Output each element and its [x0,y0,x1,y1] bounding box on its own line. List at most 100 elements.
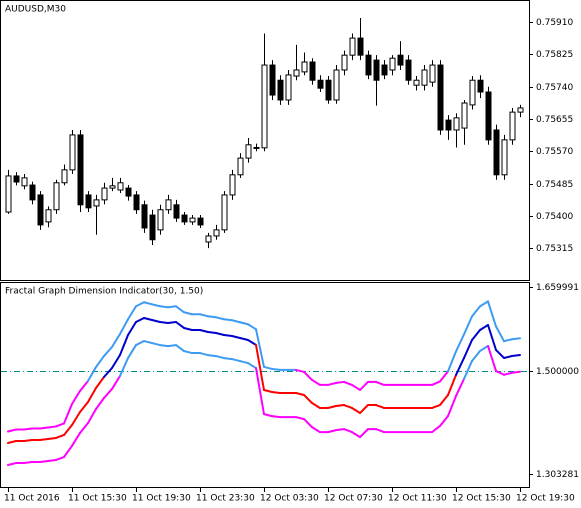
candle-body [429,64,436,83]
y-tick-label: 0.75825 [536,50,573,60]
candle-body [101,187,108,201]
indicator-segment [71,410,81,426]
indicator-segment [183,350,193,355]
indicator-segment [447,374,457,396]
candle-body [165,199,172,211]
y-tick-label: 0.75485 [536,180,573,190]
indicator-segment [55,422,65,428]
indicator-segment [63,423,73,436]
indicator-segment [255,328,265,368]
indicator-segment [95,376,105,390]
indicator-segment [175,344,185,353]
candle-body [149,214,156,241]
indicator-segment [247,338,257,346]
indicator-segment [23,461,33,465]
indicator-segment [455,333,465,353]
indicator-segment [175,305,185,314]
indicator-segment [127,305,137,321]
indicator-segment [495,349,505,359]
indicator-segment [487,323,497,352]
y-tick-label: 0.75570 [536,147,573,157]
candle-body [45,209,52,223]
indicator-segment [495,369,505,376]
indicator-segment [111,353,121,369]
candle-body [333,69,340,101]
indicator-segment [351,406,361,415]
indicator-segment [359,428,369,439]
candle-body [301,61,308,73]
candle-body [413,79,420,86]
indicator-segment [511,337,521,341]
x-tick-label: 12 Oct 03:30 [260,494,319,504]
indicator-segment [151,342,161,347]
candle-body [269,64,276,96]
candle-body [357,37,364,56]
candle-body [133,194,140,211]
indicator-segment [103,387,113,399]
indicator-segment [351,383,361,391]
candle-body [117,182,124,191]
indicator-segment [335,404,345,407]
candle-body [53,182,60,211]
indicator-segment [239,321,249,326]
indicator-segment [103,366,113,379]
indicator-segment [207,354,217,358]
candle-body [205,235,212,243]
indicator-segment [303,418,313,429]
indicator-segment [151,303,161,308]
candle-body [405,59,412,81]
candle-body [261,64,268,149]
indicator-segment [87,387,97,404]
indicator-segment [311,402,321,409]
indicator-segment [143,340,153,345]
candle-body [461,102,468,129]
candle-body [469,79,476,106]
indicator-segment [263,389,273,393]
candle-body [213,229,220,237]
candle-body [349,37,356,56]
candle-body [493,129,500,176]
candle-body [373,59,380,81]
indicator-segment [135,316,145,324]
candle-body [13,175,20,183]
indicator-segment [359,404,369,415]
x-tick-label: 11 Oct 2016 [4,494,60,504]
indicator-segment [111,374,121,390]
indicator-segment [439,414,449,427]
indicator-segment [431,424,441,434]
indicator-segment [23,427,33,431]
indicator-segment [199,313,209,318]
y-tick-label: 0.75315 [536,244,573,254]
indicator-segment [511,353,521,357]
indicator-segment [351,431,361,439]
indicator-segment [87,366,97,383]
indicator-segment [223,318,233,322]
indicator-segment [119,357,129,377]
indicator-segment [271,390,281,394]
candle-body [485,91,492,141]
indicator-segment [47,458,57,463]
indicator-segment [199,352,209,357]
indicator-segment [359,380,369,391]
candle-body [229,174,236,196]
indicator-segment [439,393,449,407]
indicator-segment [183,326,193,331]
candle-body [29,184,36,201]
indicator-segment [303,393,313,405]
candle-body [437,64,444,131]
candle-body [69,134,76,171]
indicator-segment [303,370,313,381]
candle-body [221,194,228,231]
chart-title: AUDUSD,M30 [5,5,66,15]
candle-body [453,117,460,131]
indicator-segment [247,323,257,331]
indicator-panel [0,282,530,488]
candle-body [125,187,132,197]
indicator-segment [55,456,65,461]
y-tick-label: 0.75655 [536,115,573,125]
indicator-segment [375,404,385,409]
indicator-segment [79,401,89,413]
indicator-segment [327,381,337,386]
indicator-segment [87,407,97,424]
